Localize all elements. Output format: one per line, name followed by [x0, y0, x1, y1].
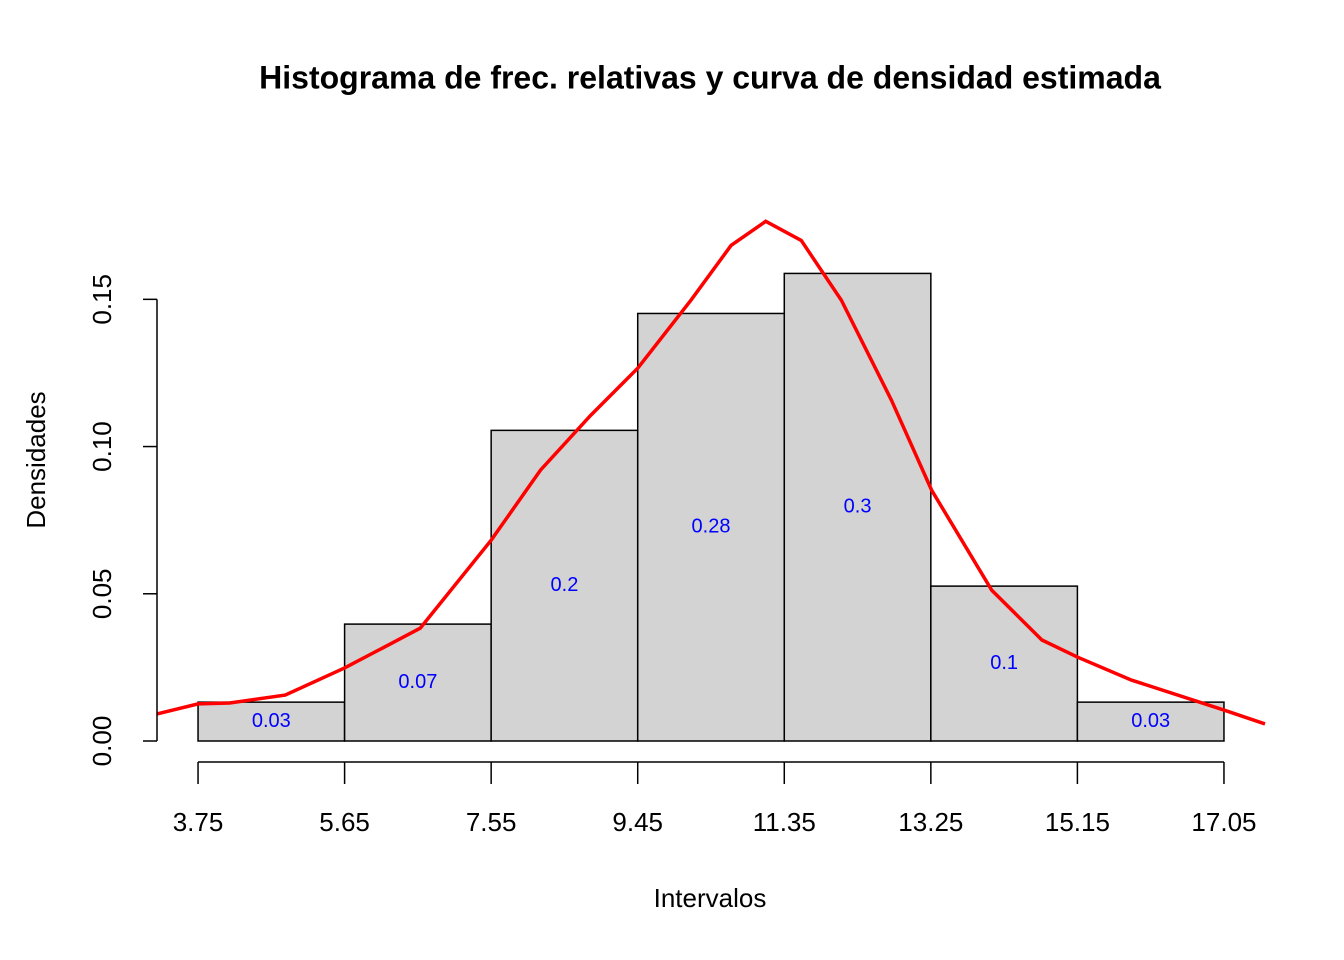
bar — [490, 429, 639, 742]
bar-label: 0.03 — [252, 710, 291, 732]
chart-title: Histograma de frec. relativas y curva de… — [259, 59, 1161, 95]
bar-label: 0.2 — [551, 574, 579, 596]
bar-label: 0.1 — [990, 652, 1018, 674]
bar-label: 0.28 — [692, 516, 731, 538]
bar-label: 0.03 — [1131, 710, 1170, 732]
x-tick-label: 17.05 — [1191, 807, 1256, 837]
bar — [930, 585, 1079, 742]
density-curve — [156, 219, 1266, 726]
bar — [1076, 701, 1225, 742]
y-tick-label: 0.15 — [87, 274, 117, 325]
x-axis-label: Intervalos — [654, 883, 767, 913]
bar — [636, 312, 786, 742]
y-tick-label: 0.05 — [87, 568, 117, 619]
x-tick-label: 13.25 — [898, 807, 963, 837]
bar — [783, 272, 932, 742]
x-tick-label: 5.65 — [319, 807, 370, 837]
x-tick-label: 15.15 — [1045, 807, 1110, 837]
x-tick-label: 9.45 — [612, 807, 663, 837]
x-tick-label: 7.55 — [466, 807, 517, 837]
bar — [197, 701, 346, 742]
bar — [343, 623, 492, 742]
y-axis-label: Densidades — [21, 391, 51, 528]
y-tick-label: 0.00 — [87, 716, 117, 767]
y-tick-label: 0.10 — [87, 421, 117, 472]
bar-label: 0.3 — [844, 495, 872, 517]
bar-label: 0.07 — [398, 671, 437, 693]
x-tick-label: 11.35 — [753, 807, 816, 837]
x-tick-label: 3.75 — [173, 807, 224, 837]
